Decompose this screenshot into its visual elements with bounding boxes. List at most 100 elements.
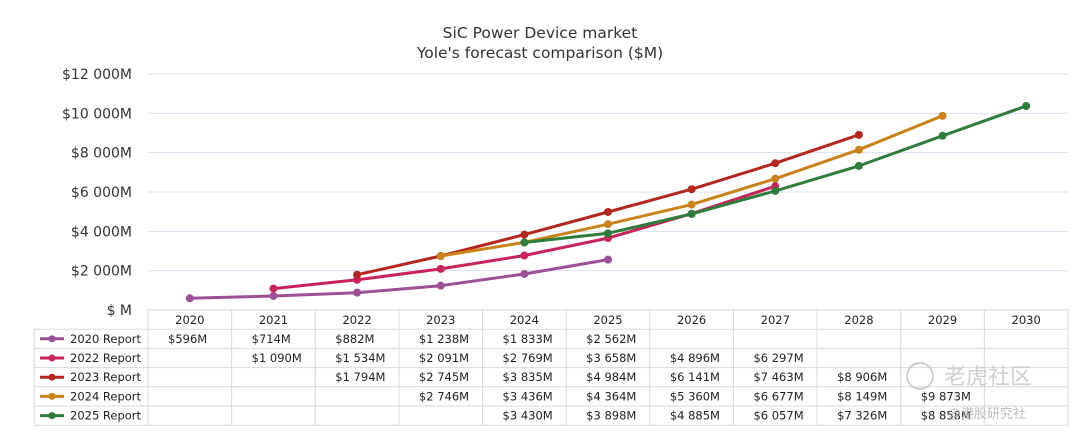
data-label: $4 885M	[670, 409, 720, 423]
data-label: $6 057M	[753, 409, 803, 423]
data-point	[771, 186, 780, 195]
data-point	[353, 288, 362, 297]
series-lines	[185, 101, 1031, 303]
series-line-5	[522, 104, 1028, 244]
x-tick-label: 2029	[928, 313, 957, 327]
data-table: 2020 2021 2022 2023 2024 2025 2026 2027 2028 2029…	[33, 309, 1069, 426]
data-label: $7 463M	[753, 370, 803, 384]
legend-label: 2020 Report	[70, 332, 142, 346]
data-label: $9 873M	[921, 389, 971, 403]
data-label: $1 534M	[335, 351, 385, 365]
data-label: $7 326M	[837, 409, 887, 423]
data-label: $1 794M	[335, 370, 385, 384]
data-label: $2 091M	[419, 351, 469, 365]
data-point	[269, 284, 278, 293]
watermark: 老虎社区 @港股研究社	[906, 362, 1032, 422]
legend-label: 2024 Report	[70, 389, 142, 403]
data-point	[520, 238, 529, 247]
data-label: $4 984M	[586, 370, 636, 384]
data-label: $882M	[335, 332, 374, 346]
legend-marker	[48, 335, 56, 343]
y-tick-label: $8 000M	[71, 146, 132, 162]
watermark-brand: 老虎社区	[944, 365, 1032, 390]
y-tick-label: $6 000M	[71, 185, 132, 201]
data-point	[687, 185, 696, 194]
data-point	[938, 111, 947, 120]
y-tick-label: $10 000M	[62, 106, 132, 122]
data-point	[436, 264, 445, 273]
data-label: $2 745M	[419, 370, 469, 384]
data-point	[854, 161, 863, 170]
chart-title: SiC Power Device market	[443, 24, 638, 42]
data-label: $4 364M	[586, 389, 636, 403]
data-point	[771, 159, 780, 168]
legend-label: 2025 Report	[70, 409, 142, 423]
legend-marker	[48, 392, 56, 400]
x-tick-label: 2026	[677, 313, 706, 327]
x-tick-label: 2030	[1012, 313, 1041, 327]
data-label: $8 906M	[837, 370, 887, 384]
data-label: $2 746M	[419, 389, 469, 403]
y-tick-label: $4 000M	[71, 224, 132, 240]
x-tick-label: 2020	[175, 313, 204, 327]
gridlines	[148, 73, 1068, 311]
data-point	[269, 291, 278, 300]
data-point	[687, 200, 696, 209]
y-tick-label: $ M	[107, 303, 132, 319]
chart-subtitle: Yole's forecast comparison ($M)	[416, 44, 663, 62]
data-label: $714M	[252, 332, 291, 346]
data-label: $2 562M	[586, 332, 636, 346]
data-point	[436, 281, 445, 290]
series-line-1	[188, 258, 610, 300]
legend-marker	[48, 373, 56, 381]
y-axis-ticks: $ M $2 000M $4 000M $6 000M $8 000M $10 000M $…	[62, 67, 132, 319]
x-tick-label: 2027	[761, 313, 790, 327]
data-point	[604, 255, 612, 264]
data-point	[353, 270, 362, 279]
x-tick-label: 2023	[426, 313, 455, 327]
data-label: $4 896M	[670, 351, 720, 365]
data-point	[436, 251, 445, 260]
data-label: $1 090M	[252, 351, 302, 365]
data-label: $8 149M	[837, 389, 887, 403]
data-label: $5 360M	[670, 389, 720, 403]
data-label: $8 858M	[921, 409, 971, 423]
data-point	[1022, 101, 1031, 110]
data-point	[520, 230, 529, 239]
data-label: $3 430M	[503, 409, 553, 423]
data-label: $1 833M	[503, 332, 553, 346]
data-label: $6 297M	[753, 351, 803, 365]
data-label: $3 658M	[586, 351, 636, 365]
data-label: $3 835M	[503, 370, 553, 384]
data-label: $596M	[168, 332, 207, 346]
data-label: $3 898M	[586, 409, 636, 423]
watermark-sub: @港股研究社	[948, 406, 1026, 422]
legend-label: 2023 Report	[70, 370, 142, 384]
x-tick-label: 2024	[510, 313, 539, 327]
data-point	[185, 294, 194, 303]
data-label: $6 677M	[753, 389, 803, 403]
legend-marker	[48, 354, 56, 362]
data-label: $3 436M	[503, 389, 553, 403]
data-point	[771, 174, 780, 183]
x-tick-label: 2022	[342, 313, 371, 327]
data-label: $2 769M	[503, 351, 553, 365]
series-line-3	[355, 133, 861, 277]
y-tick-label: $2 000M	[71, 264, 132, 280]
data-point	[520, 269, 529, 278]
legend-marker	[48, 412, 56, 420]
y-tick-label: $12 000M	[62, 67, 132, 83]
data-point	[604, 229, 612, 238]
watermark-logo-icon	[906, 362, 934, 390]
legend-label: 2022 Report	[70, 351, 142, 365]
data-label: $1 238M	[419, 332, 469, 346]
data-point	[854, 145, 863, 154]
x-tick-label: 2021	[259, 313, 288, 327]
data-point	[687, 209, 696, 218]
x-tick-label: 2028	[844, 313, 873, 327]
x-tick-label: 2025	[593, 313, 622, 327]
data-label: $6 141M	[670, 370, 720, 384]
data-point	[604, 207, 612, 216]
data-point	[854, 130, 863, 139]
